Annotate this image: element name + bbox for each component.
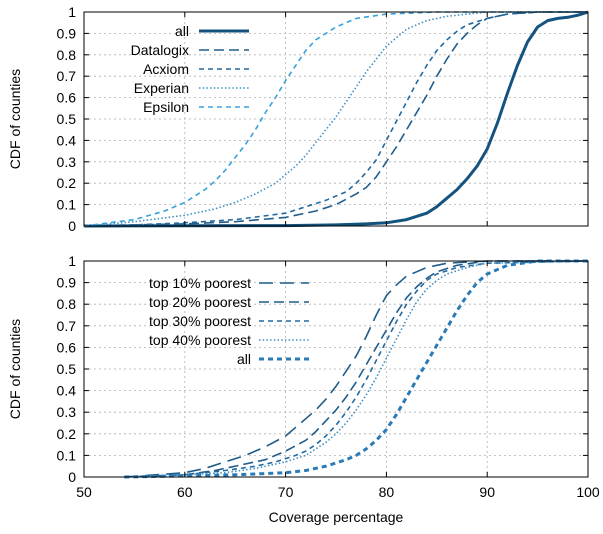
legend-label-2-4: top 40% poorest bbox=[149, 332, 251, 348]
legend-label-1-1: all bbox=[175, 23, 189, 39]
series-line-1-5 bbox=[84, 11, 588, 227]
y-tick-label-8: 0.8 bbox=[57, 47, 77, 63]
y-tick-label-1: 0.1 bbox=[57, 197, 77, 213]
y-axis-label-2: CDF of counties bbox=[7, 319, 23, 419]
y-tick-label-5: 0.5 bbox=[57, 111, 77, 127]
x-tick-label-0: 50 bbox=[76, 484, 92, 500]
series-line-2-1 bbox=[124, 260, 588, 478]
y-tick-label-5: 0.5 bbox=[57, 361, 77, 377]
series-line-1-2 bbox=[84, 11, 588, 227]
y-tick-label-1: 0.1 bbox=[57, 447, 77, 463]
x-tick-label-4: 90 bbox=[479, 484, 495, 500]
y-tick-label-6: 0.6 bbox=[57, 339, 77, 355]
y-tick-label-3: 0.3 bbox=[57, 154, 77, 170]
legend-label-2-1: top 10% poorest bbox=[149, 275, 251, 291]
legend-label-2-3: top 30% poorest bbox=[149, 313, 251, 329]
y-tick-label-10: 1 bbox=[68, 253, 76, 269]
y-tick-label-8: 0.8 bbox=[57, 296, 77, 312]
legend-label-2-2: top 20% poorest bbox=[149, 294, 251, 310]
y-axis-label-1: CDF of counties bbox=[7, 69, 23, 169]
y-tick-label-0: 0 bbox=[68, 218, 76, 234]
legend-1: all Datalogix Acxiom Experian Epsilon bbox=[131, 23, 249, 115]
y-tick-label-9: 0.9 bbox=[57, 275, 77, 291]
x-axis-label: Coverage percentage bbox=[269, 509, 404, 525]
legend-label-1-5: Epsilon bbox=[143, 99, 189, 115]
series-line-2-4 bbox=[124, 260, 588, 478]
y-tick-label-10: 1 bbox=[68, 4, 76, 20]
y-tick-label-6: 0.6 bbox=[57, 90, 77, 106]
legend-label-1-4: Experian bbox=[134, 80, 189, 96]
legend-2: top 10% poorest top 20% poorest top 30% po… bbox=[149, 275, 309, 367]
y-tick-label-2: 0.2 bbox=[57, 175, 77, 191]
series-line-2-2 bbox=[124, 260, 588, 478]
series-line-1-1 bbox=[84, 10, 588, 228]
series-line-2-3 bbox=[124, 260, 588, 478]
y-tick-label-4: 0.4 bbox=[57, 132, 77, 148]
y-tick-label-0: 0 bbox=[68, 469, 76, 485]
y-tick-label-3: 0.3 bbox=[57, 404, 77, 420]
y-tick-label-4: 0.4 bbox=[57, 383, 77, 399]
y-tick-label-7: 0.7 bbox=[57, 318, 77, 334]
x-tick-label-1: 60 bbox=[177, 484, 193, 500]
chart-panel-2: 0 0.1 0.2 0.3 0.4 0.5 0.6 0.7 0.8 0.9 1 50 60 70 80 90 1… bbox=[7, 253, 600, 525]
series-line-1-3 bbox=[84, 11, 588, 227]
legend-label-2-5: all bbox=[237, 351, 251, 367]
y-tick-label-7: 0.7 bbox=[57, 68, 77, 84]
y-tick-label-9: 0.9 bbox=[57, 25, 77, 41]
legend-label-1-2: Datalogix bbox=[131, 42, 189, 58]
x-tick-label-5: 100 bbox=[576, 484, 600, 500]
x-tick-label-2: 70 bbox=[278, 484, 294, 500]
chart-panel-1: 0 0.1 0.2 0.3 0.4 0.5 0.6 0.7 0.8 0.9 1 CDF of coun… bbox=[7, 4, 589, 234]
y-tick-label-2: 0.2 bbox=[57, 426, 77, 442]
x-tick-label-3: 80 bbox=[379, 484, 395, 500]
legend-label-1-3: Acxiom bbox=[143, 61, 189, 77]
